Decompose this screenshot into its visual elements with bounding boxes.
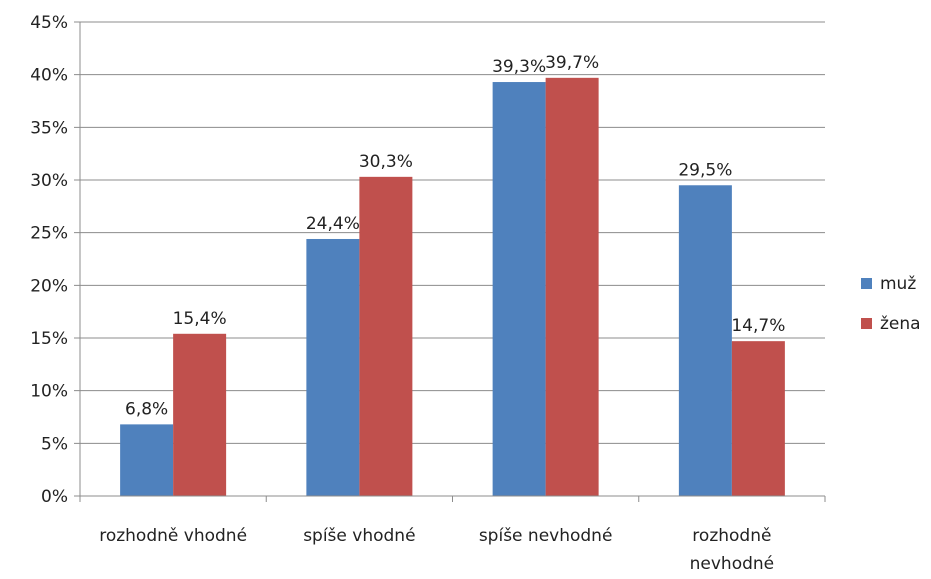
x-tick-label: rozhodně vhodné [99,526,247,546]
y-tick-label: 25% [30,224,68,244]
legend-swatch [861,278,872,289]
data-labels: 6,8% 15,4% 24,4% 30,3% 39,3%39,7% 29,5% 14,7% [125,53,785,420]
bar-zena [545,77,599,497]
x-tick-label: nevhodné [690,554,775,574]
x-tick-label: rozhodně [692,526,771,546]
x-axis-ticks: rozhodně vhodné spíše vhodné spíše nevhodn… [99,526,774,574]
y-tick-label: 35% [30,118,68,138]
data-label: 15,4% [173,309,227,329]
legend-swatch [861,318,872,329]
data-label: 39,7% [545,53,599,73]
bar-zena [173,333,227,496]
x-tick-label: spíše nevhodné [479,526,613,546]
legend: muž žena [861,274,921,334]
data-label: 6,8% [125,399,168,419]
legend-label: žena [880,314,921,334]
x-tick-label: spíše vhodné [303,526,415,546]
y-tick-label: 30% [30,171,68,191]
data-label: 39,3% [492,57,546,77]
y-tick-label: 20% [30,276,68,296]
data-label: 24,4% [306,214,360,234]
bar-muz [306,238,360,496]
bar-muz [120,424,174,496]
y-tick-label: 15% [30,329,68,349]
data-label: 30,3% [359,152,413,172]
y-tick-label: 40% [30,66,68,86]
bar-zena [359,176,413,496]
y-axis-ticks: 0% 5% 10% 15% 20% 25% 30% 35% 40% 45% [30,13,68,507]
y-tick-label: 45% [30,13,68,33]
y-tick-label: 5% [41,434,68,454]
legend-label: muž [880,274,916,294]
axes [79,22,826,502]
bar-muz [492,82,546,496]
y-tick-label: 0% [41,487,68,507]
data-label: 29,5% [678,160,732,180]
data-label: 14,7% [731,316,785,336]
y-tick-label: 10% [30,382,68,402]
bar-muz [678,185,732,496]
bar-zena [731,341,785,496]
bars [120,77,785,497]
